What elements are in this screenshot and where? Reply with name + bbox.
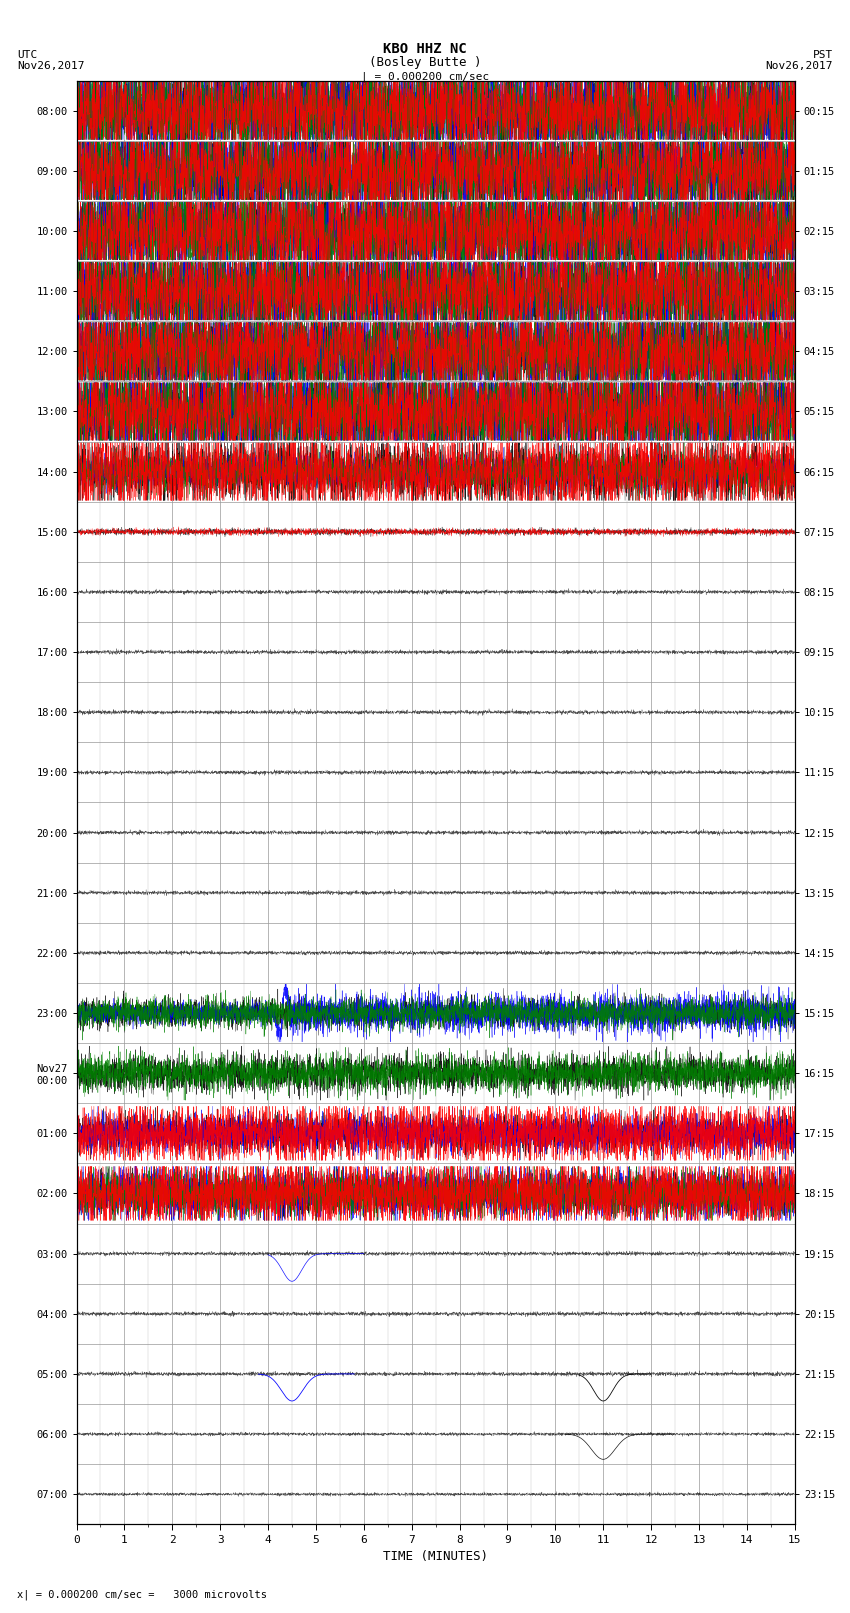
- Text: | = 0.000200 cm/sec: | = 0.000200 cm/sec: [361, 71, 489, 82]
- X-axis label: TIME (MINUTES): TIME (MINUTES): [383, 1550, 488, 1563]
- Text: UTC: UTC: [17, 50, 37, 60]
- Text: Nov26,2017: Nov26,2017: [17, 61, 84, 71]
- Text: PST: PST: [813, 50, 833, 60]
- Text: (Bosley Butte ): (Bosley Butte ): [369, 56, 481, 69]
- Text: Nov26,2017: Nov26,2017: [766, 61, 833, 71]
- Text: x| = 0.000200 cm/sec =   3000 microvolts: x| = 0.000200 cm/sec = 3000 microvolts: [17, 1589, 267, 1600]
- Text: KBO HHZ NC: KBO HHZ NC: [383, 42, 467, 56]
